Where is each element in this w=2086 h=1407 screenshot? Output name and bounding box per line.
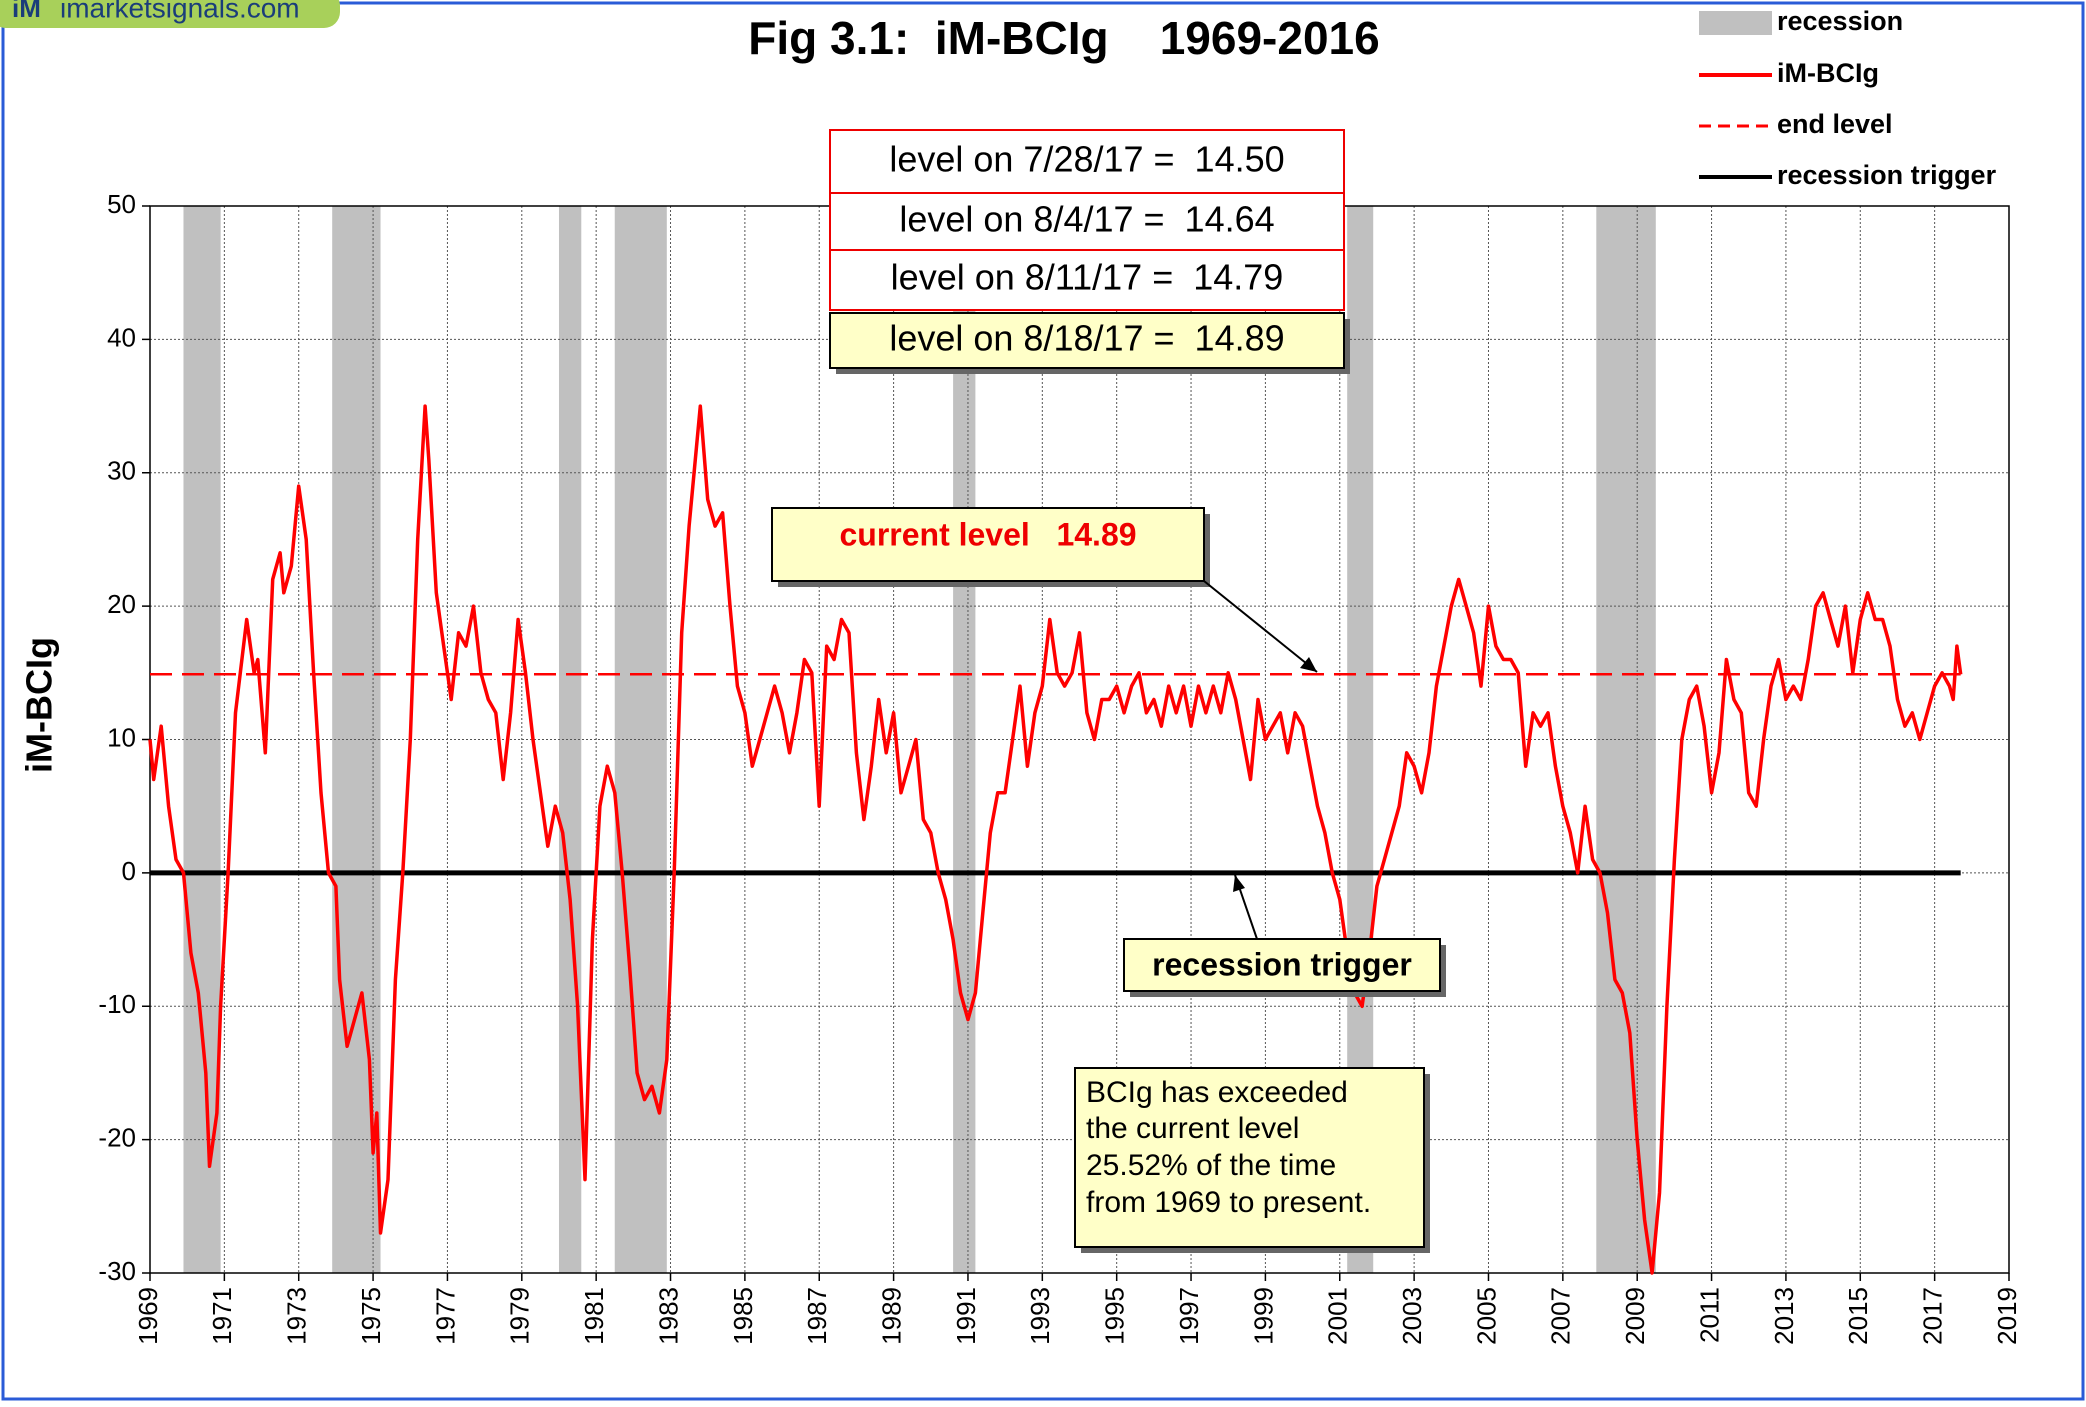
- level-box: [829, 312, 1345, 369]
- logo-mark: iM: [12, 0, 41, 23]
- x-tick-label: 1985: [728, 1287, 758, 1345]
- level-text: level on 8/18/17 = 14.89: [889, 318, 1284, 359]
- chart-title: Fig 3.1: iM-BCIg 1969-2016: [748, 12, 1379, 64]
- x-tick-label: 1991: [951, 1287, 981, 1345]
- level-text: level on 8/11/17 = 14.79: [891, 257, 1284, 298]
- y-tick-label: 10: [107, 722, 136, 752]
- legend-swatch: [1699, 11, 1772, 35]
- trigger-box: [1123, 938, 1441, 992]
- y-axis-label: iM-BCIg: [19, 637, 60, 773]
- level-text: level on 7/28/17 = 14.50: [889, 139, 1284, 180]
- legend-label: recession: [1777, 6, 1903, 36]
- x-tick-label: 1995: [1100, 1287, 1130, 1345]
- x-tick-label: 2005: [1471, 1287, 1501, 1345]
- note-box: [1074, 1067, 1425, 1248]
- x-tick-label: 2007: [1546, 1287, 1576, 1345]
- x-tick-label: 2009: [1620, 1287, 1650, 1345]
- legend-label: iM-BCIg: [1777, 58, 1879, 88]
- y-tick-label: 0: [122, 856, 136, 886]
- level-box: [829, 249, 1345, 311]
- x-tick-label: 2011: [1694, 1287, 1724, 1343]
- y-tick-label: -20: [98, 1123, 136, 1153]
- level-text: level on 8/4/17 = 14.64: [899, 199, 1274, 240]
- x-tick-label: 1969: [133, 1287, 163, 1345]
- y-tick-label: 20: [107, 589, 136, 619]
- x-tick-label: 1981: [579, 1287, 609, 1345]
- y-tick-label: -30: [98, 1256, 136, 1286]
- y-tick-label: 30: [107, 456, 136, 486]
- x-tick-label: 1987: [802, 1287, 832, 1345]
- x-tick-label: 1979: [505, 1287, 535, 1345]
- note-text: 25.52% of the time: [1086, 1149, 1336, 1182]
- x-tick-label: 2001: [1323, 1287, 1353, 1345]
- legend-label: recession trigger: [1777, 160, 1997, 190]
- arrow: [1203, 580, 1318, 673]
- x-tick-label: 1975: [356, 1287, 386, 1345]
- arrow-head: [1300, 657, 1317, 672]
- legend-label: end level: [1777, 109, 1893, 139]
- x-tick-label: 1989: [876, 1287, 906, 1345]
- x-tick-label: 2003: [1397, 1287, 1427, 1345]
- y-tick-label: 50: [107, 189, 136, 219]
- x-tick-label: 2017: [1918, 1287, 1948, 1345]
- current-level-box: [771, 507, 1205, 582]
- note-text: the current level: [1086, 1112, 1299, 1145]
- current-level-text: current level 14.89: [839, 516, 1136, 552]
- level-box: [829, 129, 1345, 194]
- x-tick-label: 1973: [282, 1287, 312, 1345]
- x-tick-label: 2013: [1769, 1287, 1799, 1345]
- x-tick-label: 1993: [1025, 1287, 1055, 1345]
- trigger-text: recession trigger: [1152, 946, 1412, 982]
- legend: recession iM-BCIg end level recession tr…: [1699, 6, 1997, 190]
- y-tick-label: 40: [107, 322, 136, 352]
- x-tick-label: 2015: [1843, 1287, 1873, 1345]
- x-tick-label: 1977: [430, 1287, 460, 1345]
- plot-area: -30 -20 -10 0 10 20 30 40 50 1969 1971 1973 1975 1977…: [98, 189, 2021, 1345]
- note-text: BCIg has exceeded: [1086, 1076, 1348, 1109]
- arrow-head: [1233, 875, 1245, 892]
- annotations: level on 7/28/17 = 14.50 level on 8/4/17…: [771, 129, 1446, 1253]
- logo-site: imarketsignals.com: [60, 0, 300, 23]
- logo-badge: [0, 0, 340, 28]
- series-line: [148, 404, 1963, 1275]
- x-tick-label: 1971: [207, 1287, 237, 1345]
- x-tick-label: 1983: [653, 1287, 683, 1345]
- y-tick-label: -10: [98, 989, 136, 1019]
- x-tick-label: 1997: [1174, 1287, 1204, 1345]
- note-text: from 1969 to present.: [1086, 1186, 1371, 1219]
- x-tick-label: 1999: [1248, 1287, 1278, 1345]
- x-tick-label: 2019: [1992, 1287, 2022, 1345]
